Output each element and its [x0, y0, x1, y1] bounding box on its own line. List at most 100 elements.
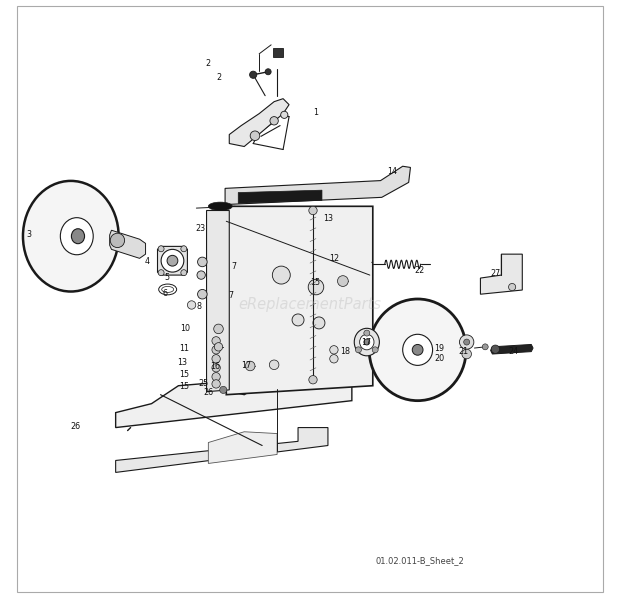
- Text: 17: 17: [361, 337, 371, 347]
- Circle shape: [281, 111, 288, 118]
- Polygon shape: [157, 246, 187, 275]
- Ellipse shape: [412, 344, 423, 355]
- Circle shape: [198, 289, 207, 299]
- Circle shape: [355, 347, 361, 353]
- Circle shape: [158, 270, 164, 276]
- Circle shape: [464, 339, 470, 345]
- Circle shape: [212, 355, 220, 363]
- Text: 5: 5: [164, 273, 169, 282]
- Polygon shape: [116, 428, 328, 472]
- Circle shape: [158, 246, 164, 252]
- Ellipse shape: [23, 181, 118, 292]
- Text: 25: 25: [198, 379, 209, 389]
- Circle shape: [372, 347, 378, 353]
- Circle shape: [110, 233, 125, 248]
- Text: 11: 11: [179, 343, 190, 353]
- Polygon shape: [229, 99, 289, 147]
- Text: 15: 15: [179, 370, 190, 379]
- Polygon shape: [208, 432, 277, 463]
- Circle shape: [459, 335, 474, 349]
- Text: 3: 3: [27, 230, 32, 239]
- Circle shape: [250, 71, 257, 78]
- Circle shape: [197, 271, 205, 279]
- Text: 26: 26: [203, 388, 213, 398]
- Circle shape: [219, 386, 227, 393]
- Circle shape: [212, 346, 220, 354]
- Circle shape: [272, 266, 290, 284]
- Polygon shape: [225, 166, 410, 205]
- Text: 26: 26: [71, 422, 81, 431]
- Text: eReplacementParts: eReplacementParts: [239, 297, 381, 313]
- Circle shape: [215, 343, 223, 351]
- Ellipse shape: [354, 328, 379, 356]
- Circle shape: [265, 69, 271, 75]
- Text: 15: 15: [310, 277, 320, 287]
- Text: 10: 10: [180, 324, 190, 334]
- Text: 12: 12: [329, 254, 339, 264]
- Polygon shape: [490, 344, 533, 354]
- Circle shape: [330, 346, 338, 354]
- Text: 20: 20: [434, 354, 445, 364]
- Text: 2: 2: [206, 59, 211, 69]
- Ellipse shape: [364, 339, 370, 345]
- Text: 1: 1: [314, 108, 319, 117]
- Circle shape: [313, 317, 325, 329]
- Ellipse shape: [161, 249, 184, 272]
- Circle shape: [270, 117, 278, 125]
- Ellipse shape: [60, 218, 93, 255]
- Circle shape: [214, 324, 223, 334]
- Polygon shape: [110, 230, 146, 258]
- Circle shape: [212, 337, 220, 345]
- Circle shape: [181, 246, 187, 252]
- Ellipse shape: [71, 229, 84, 244]
- Circle shape: [212, 380, 220, 388]
- Text: 23: 23: [195, 224, 206, 233]
- Ellipse shape: [167, 255, 178, 266]
- Circle shape: [269, 360, 279, 370]
- Circle shape: [292, 314, 304, 326]
- Text: 7: 7: [231, 261, 236, 271]
- Text: 6: 6: [163, 289, 168, 298]
- Circle shape: [482, 344, 488, 350]
- Ellipse shape: [369, 299, 466, 401]
- Text: 27: 27: [490, 269, 500, 278]
- Text: 16: 16: [211, 362, 221, 371]
- Circle shape: [462, 349, 471, 359]
- Text: 18: 18: [340, 347, 350, 356]
- Circle shape: [308, 279, 324, 295]
- Circle shape: [309, 376, 317, 384]
- Circle shape: [250, 131, 260, 141]
- Circle shape: [198, 257, 207, 267]
- Polygon shape: [273, 48, 283, 57]
- Text: 17: 17: [242, 361, 252, 371]
- Circle shape: [212, 373, 220, 381]
- Polygon shape: [226, 206, 373, 395]
- Circle shape: [337, 276, 348, 286]
- Text: 15: 15: [179, 382, 190, 391]
- Circle shape: [330, 355, 338, 363]
- Text: 14: 14: [388, 166, 397, 176]
- Text: 4: 4: [145, 257, 150, 267]
- Circle shape: [508, 283, 516, 291]
- Circle shape: [491, 345, 500, 353]
- Text: 22: 22: [414, 266, 425, 275]
- Text: 19: 19: [434, 343, 445, 353]
- Polygon shape: [238, 190, 322, 203]
- Ellipse shape: [208, 202, 232, 210]
- Polygon shape: [206, 210, 229, 392]
- Circle shape: [246, 361, 255, 371]
- Ellipse shape: [403, 334, 433, 365]
- Polygon shape: [480, 254, 522, 294]
- Polygon shape: [116, 376, 352, 428]
- Circle shape: [364, 330, 370, 336]
- Text: 13: 13: [323, 213, 333, 223]
- Circle shape: [309, 206, 317, 215]
- Circle shape: [181, 270, 187, 276]
- Text: 24: 24: [508, 346, 518, 356]
- Ellipse shape: [360, 334, 374, 350]
- Circle shape: [212, 364, 220, 372]
- Text: 7: 7: [229, 291, 234, 300]
- Text: 01.02.011-B_Sheet_2: 01.02.011-B_Sheet_2: [376, 556, 464, 565]
- Text: 2: 2: [216, 72, 222, 82]
- Text: 21: 21: [459, 346, 469, 356]
